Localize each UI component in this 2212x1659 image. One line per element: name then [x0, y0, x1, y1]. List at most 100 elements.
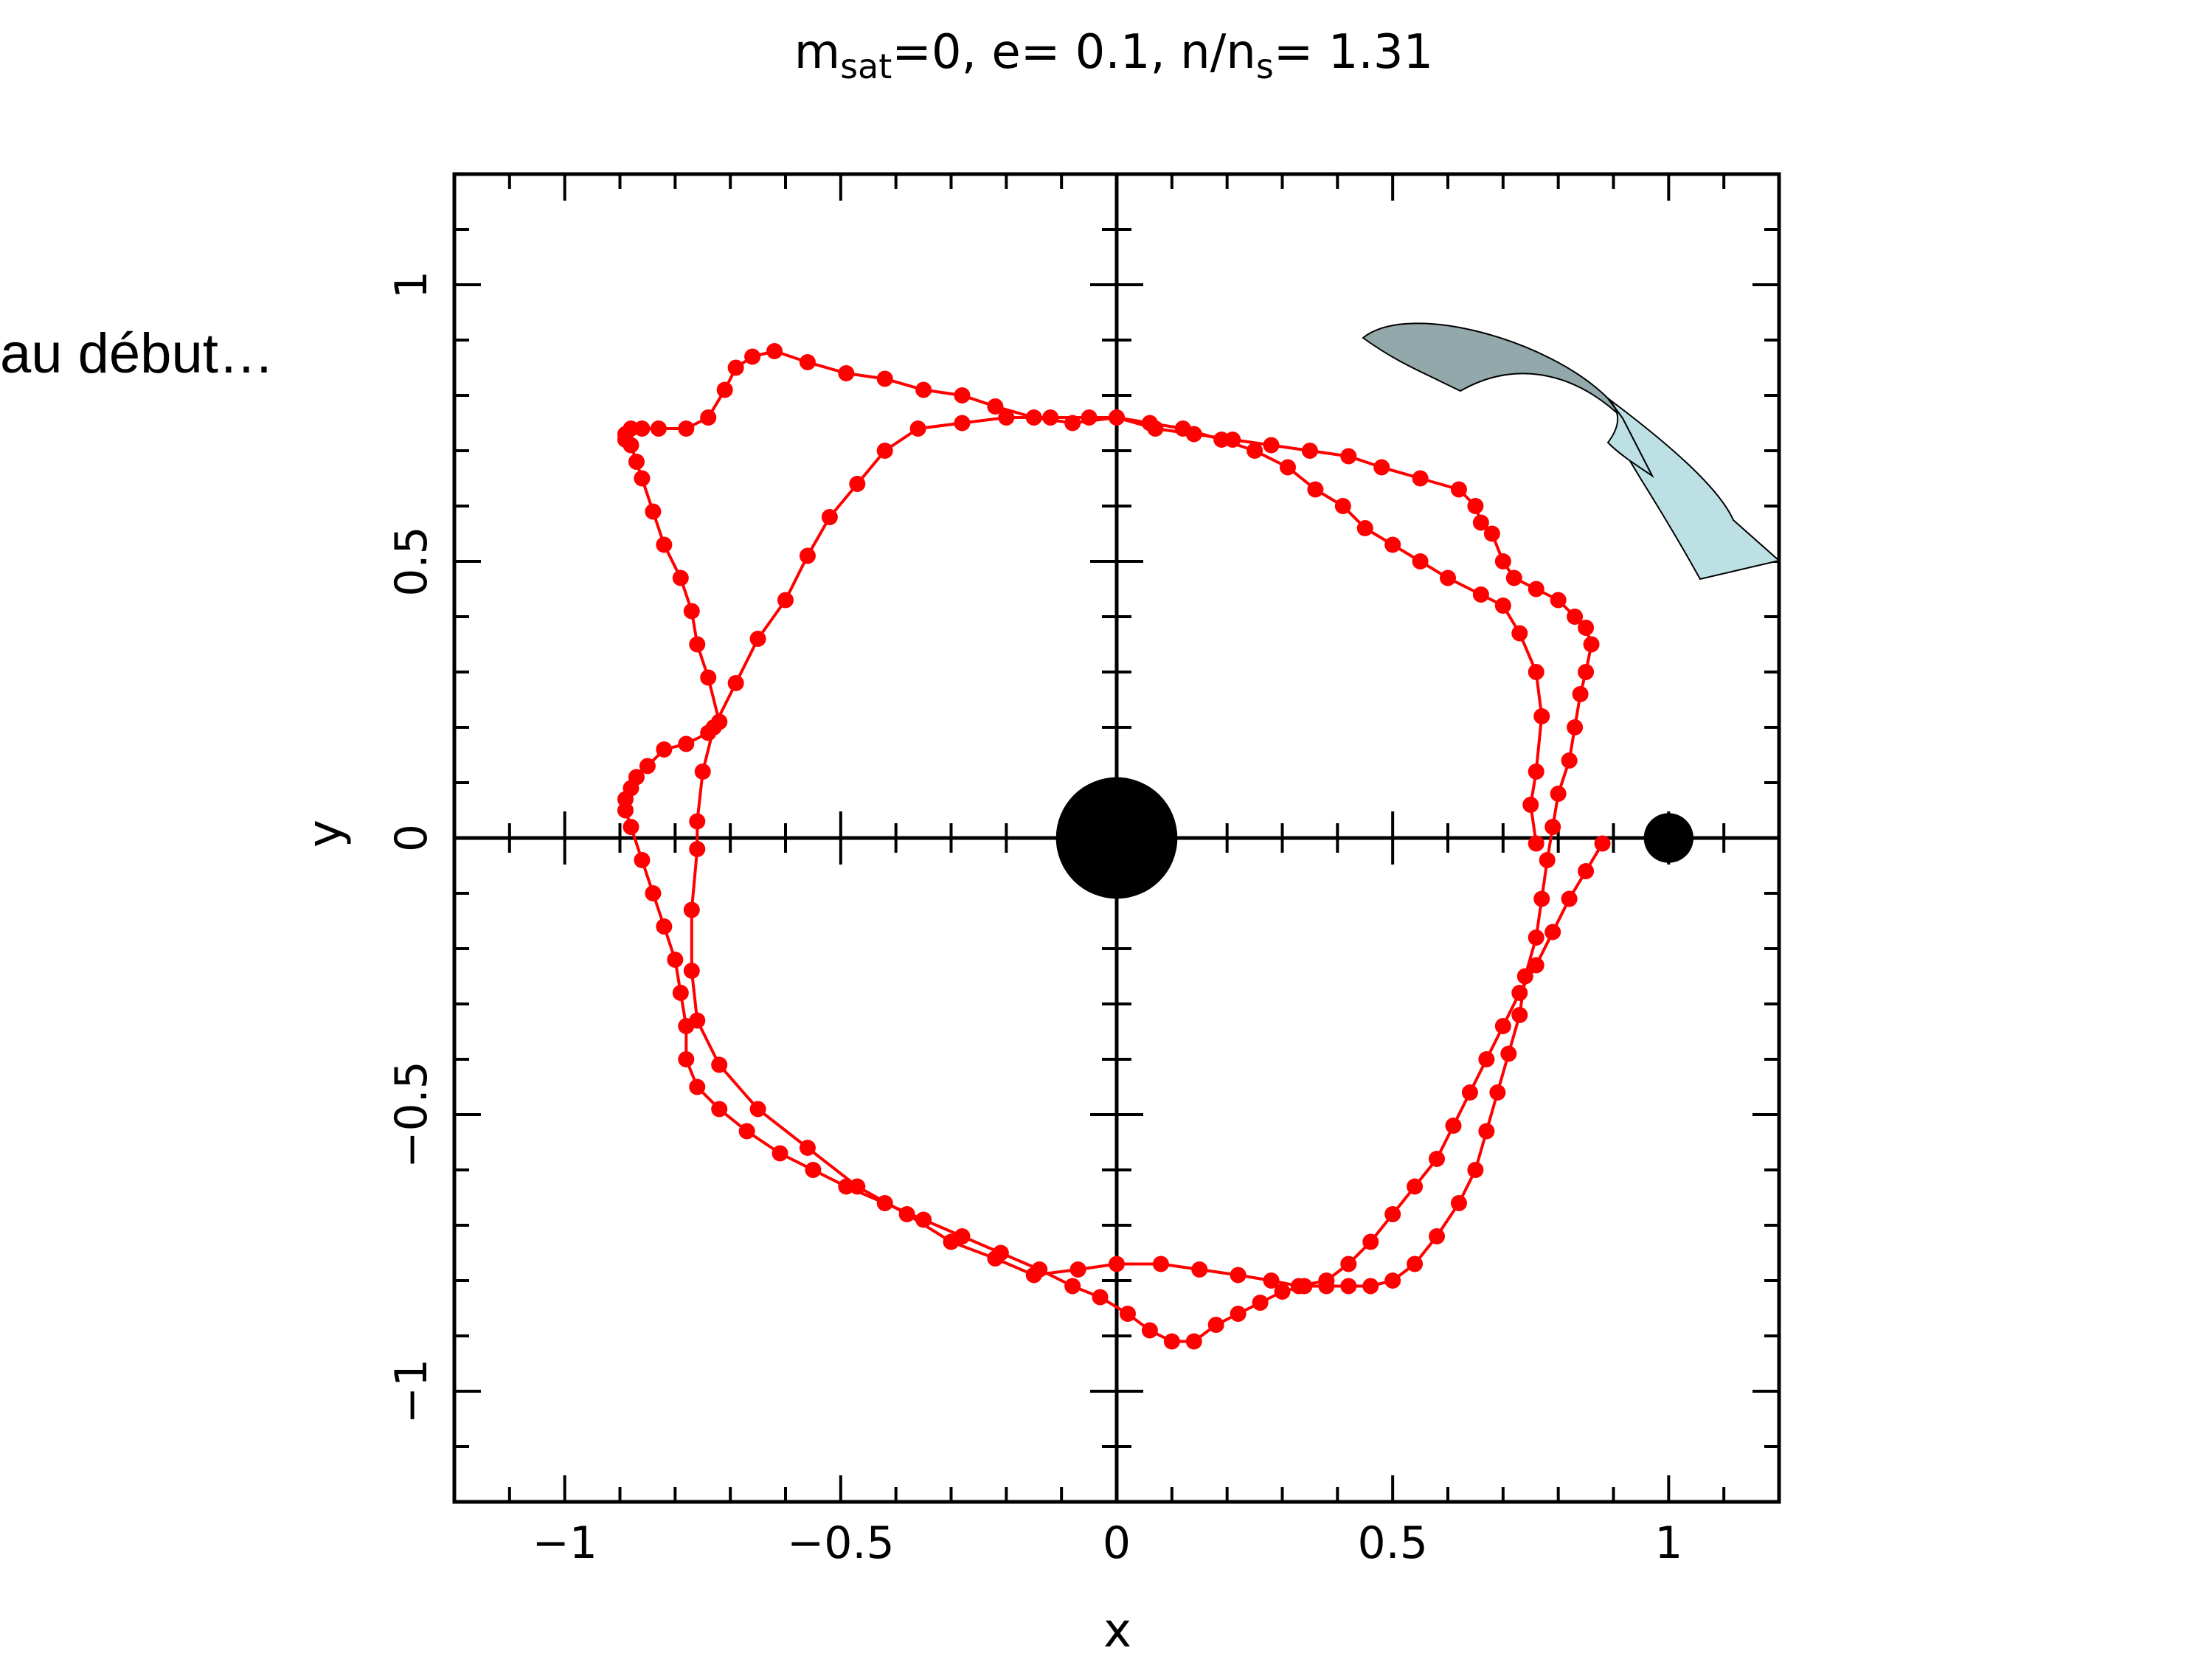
orbit-point	[1450, 1195, 1467, 1211]
orbit-point	[1407, 1178, 1424, 1195]
orbit-point	[838, 1178, 855, 1195]
orbit-line-1	[690, 416, 1604, 1288]
orbit-point	[1334, 498, 1351, 514]
orbit-point	[678, 420, 695, 437]
orbit-point	[1263, 1272, 1280, 1289]
orbit-point	[1429, 1151, 1446, 1167]
chart-title: msat=0, e= 0.1, n/ns= 1.31	[794, 25, 1434, 86]
orbit-point	[650, 420, 667, 437]
orbit-point	[1578, 620, 1595, 636]
orbit-point	[1119, 1306, 1136, 1322]
orbit-point	[700, 724, 717, 741]
orbit-point	[1185, 426, 1202, 443]
orbit-point	[1279, 459, 1296, 476]
orbit-point	[639, 758, 656, 775]
bodies	[1055, 777, 1694, 899]
orbit-point	[1528, 835, 1544, 852]
orbit-point	[1064, 1278, 1081, 1295]
title-subscript-sat: sat	[840, 46, 892, 86]
orbit-point	[1567, 609, 1584, 625]
orbit-point	[700, 409, 717, 426]
orbit-point	[1544, 819, 1561, 835]
orbit-point	[1467, 1162, 1484, 1178]
y-tick-label: 1	[386, 271, 437, 299]
orbit-point	[1069, 1261, 1086, 1278]
orbit-point	[1064, 415, 1081, 432]
orbit-point	[1539, 852, 1556, 868]
orbit-point	[1561, 890, 1578, 907]
orbit-point	[909, 420, 926, 437]
orbit-point	[1412, 470, 1429, 487]
orbit-point	[711, 1101, 728, 1118]
orbit-point	[1450, 481, 1467, 498]
orbit-point	[1528, 581, 1544, 598]
central-body	[1055, 777, 1178, 899]
orbit-point	[998, 409, 1015, 426]
orbit-point	[1340, 448, 1357, 465]
orbit-point	[711, 713, 728, 730]
orbit-point	[1583, 636, 1600, 653]
title-text-part1: =0, e= 0.1, n/n	[892, 25, 1256, 80]
orbit-point	[766, 343, 783, 359]
orbit-point	[656, 741, 673, 758]
orbit-point	[987, 398, 1004, 415]
orbit-point	[1191, 1261, 1208, 1278]
orbit-point	[876, 370, 893, 387]
orbit-point	[772, 1145, 788, 1162]
orbit-point	[634, 470, 651, 487]
orbit-point	[1472, 586, 1489, 603]
orbit-point	[799, 1140, 816, 1156]
orbit-point	[672, 985, 689, 1001]
orbit-point	[1296, 1278, 1313, 1295]
orbit-point	[683, 901, 700, 918]
orbit-point	[1147, 420, 1164, 437]
orbit-point	[1340, 1278, 1357, 1295]
orbit-point	[1567, 719, 1584, 735]
orbit-point	[1511, 625, 1528, 642]
orbit-point	[1163, 1333, 1180, 1350]
orbit-point	[678, 1018, 695, 1034]
orbit-point	[1533, 708, 1550, 724]
orbit-point	[1031, 1261, 1048, 1278]
orbit-point	[711, 1056, 728, 1073]
orbit-point	[876, 443, 893, 459]
orbit-point	[738, 1123, 755, 1140]
orbit-point	[1384, 1272, 1401, 1289]
orbit-point	[1356, 520, 1373, 536]
orbit-point	[744, 348, 761, 365]
orbit-point	[1440, 569, 1456, 586]
y-tick-label: −1	[386, 1359, 437, 1424]
x-tick-label: 0	[1103, 1517, 1131, 1569]
orbit-point	[1318, 1278, 1335, 1295]
orbit-point	[694, 763, 711, 780]
orbit-point	[1042, 409, 1059, 426]
orbit-point	[727, 359, 744, 376]
y-tick-label: −0.5	[386, 1061, 437, 1168]
x-tick-label: 0.5	[1357, 1517, 1427, 1569]
orbit-point	[876, 1195, 893, 1211]
orbit-point	[1461, 1084, 1478, 1101]
orbit-point	[749, 1101, 766, 1118]
orbit-point	[1429, 1228, 1446, 1244]
orbit-point	[1500, 1045, 1517, 1062]
orbit-point	[849, 476, 866, 492]
orbit-point	[1230, 1267, 1247, 1284]
annotation-text: au début…	[0, 322, 274, 385]
orbit-point	[634, 852, 651, 868]
orbit-point	[1511, 1007, 1528, 1023]
title-text-m: m	[794, 25, 840, 80]
orbit-point	[645, 503, 662, 520]
x-tick-label: −0.5	[787, 1517, 895, 1569]
orbit-point	[1561, 752, 1578, 769]
orbit-point	[1373, 459, 1390, 476]
orbit-point	[1384, 536, 1401, 553]
orbit-point	[1445, 1118, 1462, 1134]
orbit-point	[1412, 553, 1429, 569]
orbit-point	[689, 1078, 706, 1095]
orbit-point	[1109, 409, 1125, 426]
orbit-point	[656, 536, 673, 553]
orbit-point	[1494, 598, 1511, 614]
orbit-point	[1578, 664, 1595, 680]
orbit-point	[683, 603, 700, 620]
